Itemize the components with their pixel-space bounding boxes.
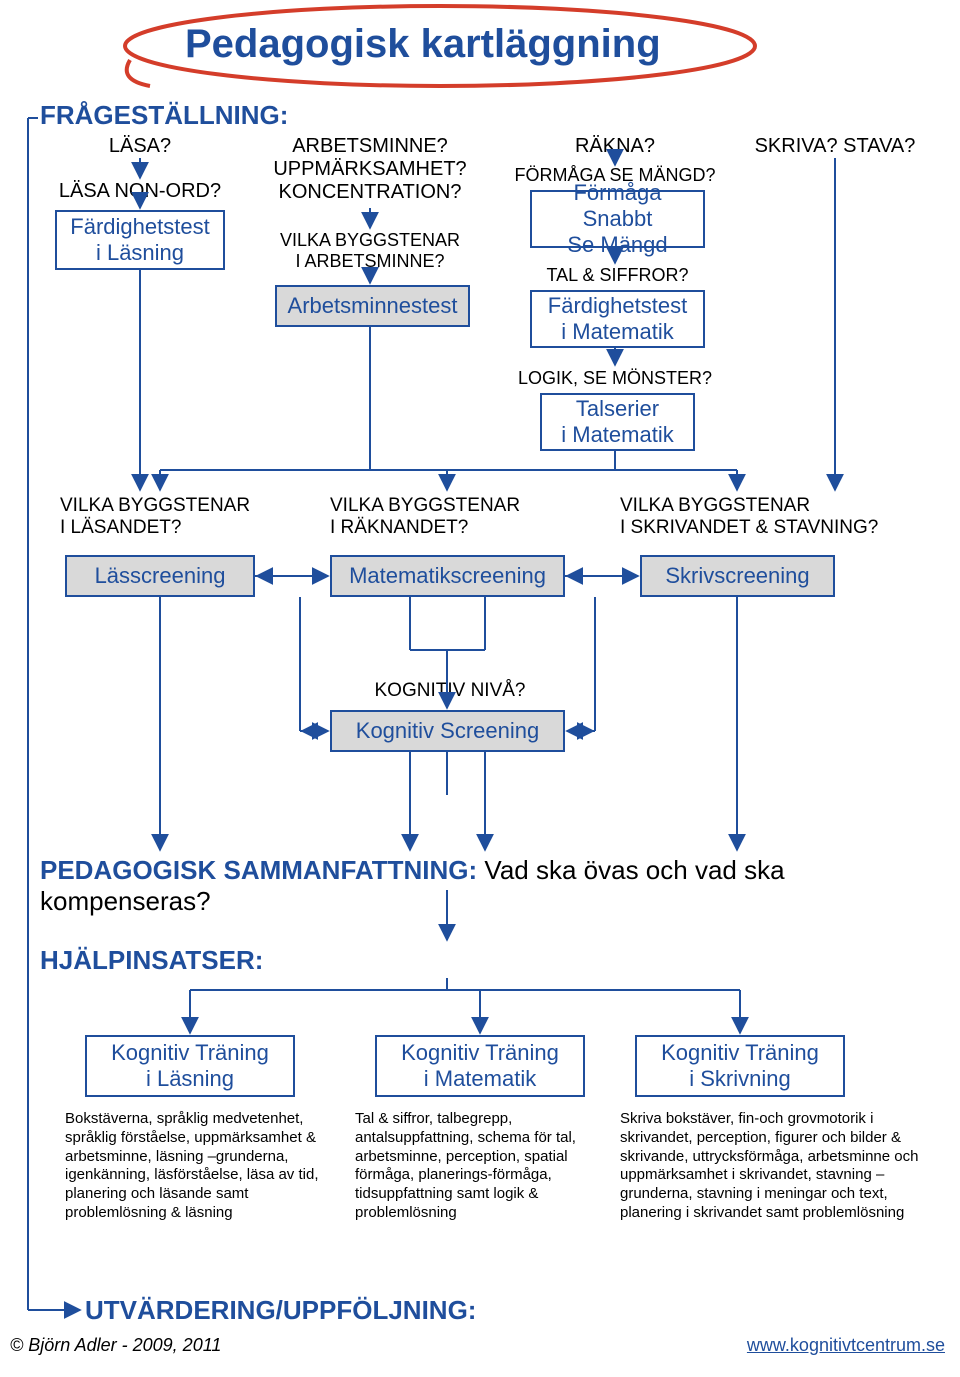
q-logik: LOGIK, SE MÖNSTER? [510,368,720,389]
page-title: Pedagogisk kartläggning [185,22,661,67]
q-skriva: SKRIVA? STAVA? [735,135,935,158]
q-vb-skrivandet: VILKA BYGGSTENAR I SKRIVANDET & STAVNING… [620,495,940,539]
box-fardighet-lasning: Färdighetstest i Läsning [55,210,225,270]
heading-fragestallning: FRÅGESTÄLLNING: [40,100,288,131]
box-kognitiv-screening: Kognitiv Screening [330,710,565,752]
heading-utvardering: UTVÄRDERING/UPPFÖLJNING: [85,1295,476,1326]
footer-credit: © Björn Adler - 2009, 2011 [10,1335,221,1356]
footer-link[interactable]: www.kognitivtcentrum.se [747,1335,945,1356]
box-lasscreening: Lässcreening [65,555,255,597]
box-kt-matematik: Kognitiv Träning i Matematik [375,1035,585,1097]
box-kt-lasning: Kognitiv Träning i Läsning [85,1035,295,1097]
q-tal-siffror: TAL & SIFFROR? [530,265,705,286]
heading-hjalpinsatser: HJÄLPINSATSER: [40,945,263,976]
q-lasa: LÄSA? [80,135,200,158]
desc-skrivning: Skriva bokstäver, fin-och grovmotorik i … [620,1110,940,1223]
heading-sammanfattning: PEDAGOGISK SAMMANFATTNING: Vad ska övas … [40,855,960,917]
desc-lasning: Bokstäverna, språklig medvetenhet, språk… [65,1110,325,1223]
q-vb-raknandet: VILKA BYGGSTENAR I RÄKNANDET? [330,495,570,539]
desc-matematik: Tal & siffror, talbegrepp, antalsuppfatt… [355,1110,605,1223]
q-rakna: RÄKNA? [535,135,695,158]
q-kognitiv-niva: KOGNITIV NIVÅ? [340,680,560,702]
box-talserier: Talserier i Matematik [540,393,695,451]
q-lasa-non-ord: LÄSA NON-ORD? [50,180,230,203]
q-vb-lasandet: VILKA BYGGSTENAR I LÄSANDET? [60,495,280,539]
box-fardighet-matematik: Färdighetstest i Matematik [530,290,705,348]
box-formaga-mangd: Förmåga Snabbt Se Mängd [530,190,705,248]
q-arbetsminne: ARBETSMINNE? UPPMÄRKSAMHET? KONCENTRATIO… [265,135,475,204]
box-skrivscreening: Skrivscreening [640,555,835,597]
sammanfattning-prefix: PEDAGOGISK SAMMANFATTNING: [40,855,477,885]
q-vilka-arbetsminne: VILKA BYGGSTENAR I ARBETSMINNE? [265,230,475,272]
box-matematikscreening: Matematikscreening [330,555,565,597]
box-kt-skrivning: Kognitiv Träning i Skrivning [635,1035,845,1097]
box-arbetsminnestest: Arbetsminnestest [275,285,470,327]
